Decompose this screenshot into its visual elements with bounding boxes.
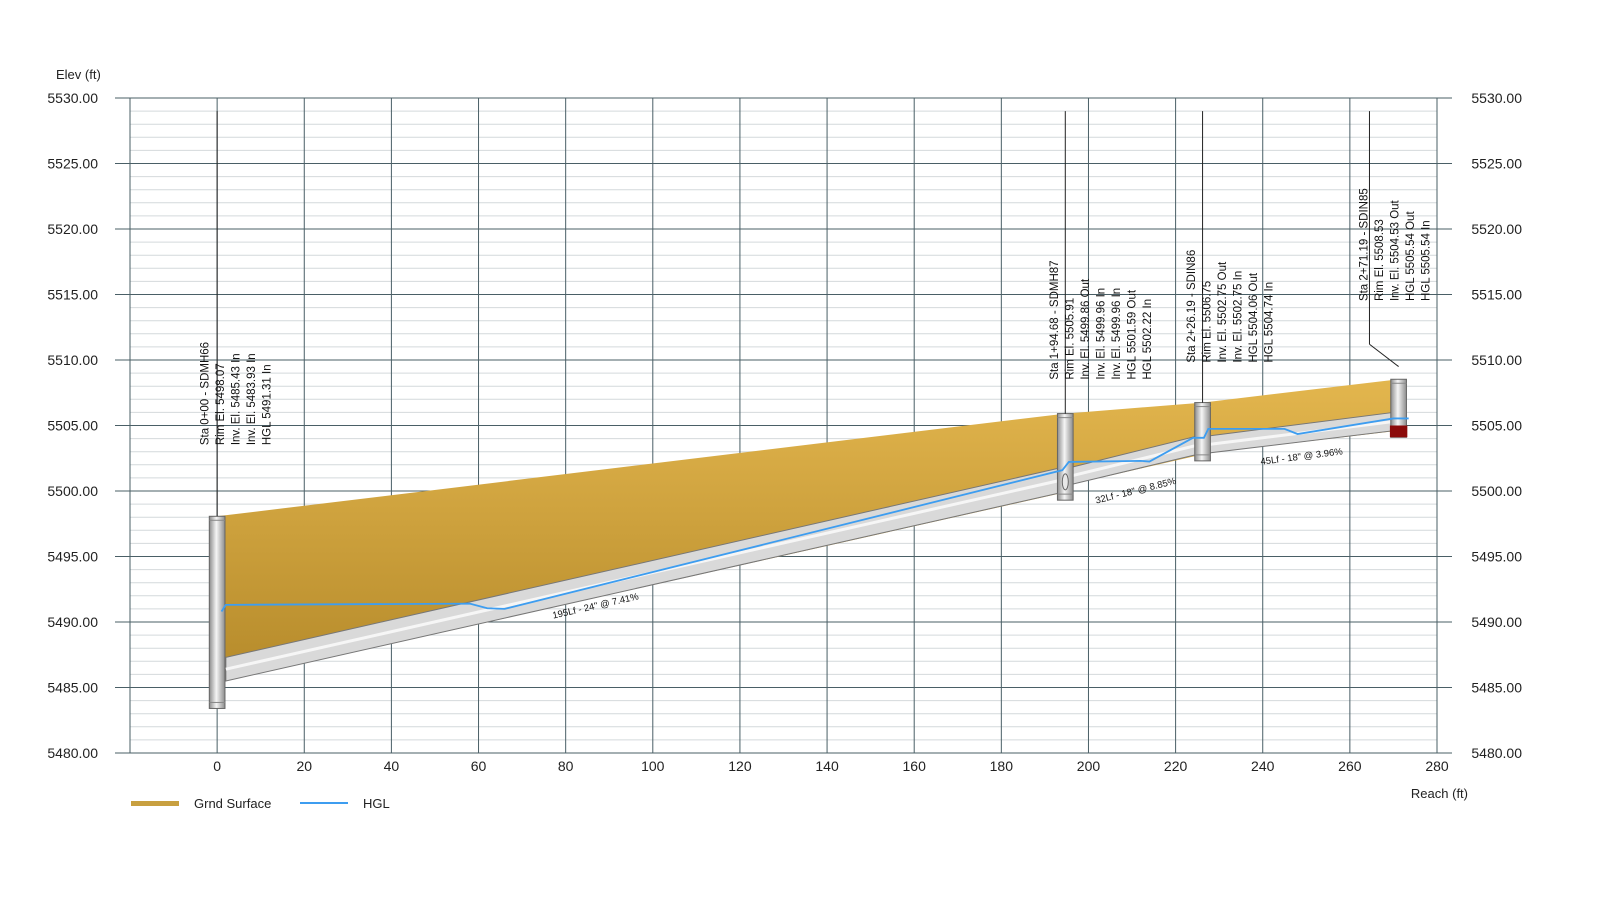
y-tick-left: 5490.00 <box>47 614 98 630</box>
x-tick: 120 <box>728 758 752 774</box>
y-tick-right: 5525.00 <box>1471 156 1522 172</box>
x-tick: 60 <box>471 758 487 774</box>
structure-label-line: Sta 2+26.19 - SDIN86 <box>1186 250 1198 363</box>
x-tick: 40 <box>384 758 400 774</box>
y-tick-left: 5500.00 <box>47 483 98 499</box>
x-tick: 140 <box>815 758 839 774</box>
legend-label-hgl: HGL <box>363 796 390 811</box>
structure-1 <box>208 515 226 709</box>
structure-label-line: Inv. El. 5499.96 In <box>1095 288 1107 380</box>
x-tick: 160 <box>903 758 927 774</box>
pipe-opening <box>1061 473 1069 491</box>
outlet-cap <box>1389 425 1408 438</box>
y-tick-right: 5500.00 <box>1471 483 1522 499</box>
legend-swatch-ground <box>131 801 179 806</box>
y-tick-left: 5520.00 <box>47 221 98 237</box>
structure-label-line: HGL 5504.06 Out <box>1248 272 1260 363</box>
y-axis-left-ticks: 5480.00 5485.00 5490.00 5495.00 5500.00 5505.… <box>47 90 98 761</box>
y-tick-right: 5510.00 <box>1471 352 1522 368</box>
structure-label-line: HGL 5491.31 In <box>261 364 273 445</box>
y-tick-right: 5515.00 <box>1471 287 1522 303</box>
y-axis-right-ticks: 5480.00 5485.00 5490.00 5495.00 5500.00 5505.… <box>1471 90 1522 761</box>
y-tick-right: 5530.00 <box>1471 90 1522 106</box>
y-tick-right: 5480.00 <box>1471 745 1522 761</box>
y-tick-right: 5485.00 <box>1471 680 1522 696</box>
legend-label-ground: Grnd Surface <box>194 796 271 811</box>
structure-label-line: Sta 1+94.68 - SDMH87 <box>1049 260 1061 379</box>
x-tick: 180 <box>990 758 1014 774</box>
structure-label-line: Inv. El. 5483.93 In <box>246 353 258 445</box>
structures <box>208 378 1408 709</box>
y-tick-left: 5515.00 <box>47 287 98 303</box>
structure-label-line: Inv. El. 5502.75 Out <box>1217 261 1229 363</box>
structure-label-line: Rim El. 5506.75 <box>1202 281 1214 363</box>
y-tick-left: 5495.00 <box>47 549 98 565</box>
structure-label-line: Inv. El. 5499.96 In <box>1111 288 1123 380</box>
structure-label-line: Sta 2+71.19 - SDIN85 <box>1358 188 1370 301</box>
structure-label-line: HGL 5502.22 In <box>1142 299 1154 380</box>
x-tick: 80 <box>558 758 574 774</box>
structure-label-line: Inv. El. 5504.53 Out <box>1389 199 1401 301</box>
structure-label-line: HGL 5505.54 In <box>1420 220 1432 301</box>
y-tick-right: 5490.00 <box>1471 614 1522 630</box>
structure-label-line: Rim El. 5498.07 <box>215 363 227 445</box>
hgl-line <box>220 417 1409 613</box>
y-tick-left: 5510.00 <box>47 352 98 368</box>
structure-label-line: Inv. El. 5502.75 In <box>1233 271 1245 363</box>
structure-labels: Sta 0+00 - SDMH66 Rim El. 5498.07 Inv. El.… <box>199 111 1432 517</box>
leader-line <box>1369 343 1399 367</box>
y-tick-left: 5525.00 <box>47 156 98 172</box>
structure-label-line: HGL 5504.74 In <box>1264 282 1276 363</box>
structure-label-line: HGL 5501.59 Out <box>1126 289 1138 380</box>
structure-label-line: Inv. El. 5485.43 In <box>230 353 242 445</box>
x-tick: 100 <box>641 758 665 774</box>
hgl-series <box>220 417 1409 613</box>
structure-label-line: Inv. El. 5499.86 Out <box>1080 278 1092 380</box>
y-tick-right: 5520.00 <box>1471 221 1522 237</box>
structure-3 <box>1194 402 1211 462</box>
x-tick: 20 <box>296 758 312 774</box>
x-tick: 220 <box>1164 758 1188 774</box>
y-tick-right: 5505.00 <box>1471 418 1522 434</box>
y-tick-left: 5480.00 <box>47 745 98 761</box>
x-tick: 240 <box>1251 758 1275 774</box>
x-tick: 200 <box>1077 758 1101 774</box>
structure-label-line: Rim El. 5508.53 <box>1374 219 1386 301</box>
x-tick: 280 <box>1425 758 1449 774</box>
structure-label-line: Rim El. 5505.91 <box>1064 298 1076 380</box>
x-axis-ticks: 0 20 40 60 80 100 120 140 160 180 200 220 240 260 280 <box>213 758 1449 774</box>
y-tick-left: 5505.00 <box>47 418 98 434</box>
structure-label-line: HGL 5505.54 Out <box>1405 211 1417 302</box>
y-tick-left: 5485.00 <box>47 680 98 696</box>
y-axis-label: Elev (ft) <box>56 67 101 82</box>
legend: Grnd Surface HGL <box>131 796 390 811</box>
x-tick: 260 <box>1338 758 1362 774</box>
x-tick: 0 <box>213 758 221 774</box>
y-tick-left: 5530.00 <box>47 90 98 106</box>
structure-label-line: Sta 0+00 - SDMH66 <box>199 342 211 445</box>
x-axis-label: Reach (ft) <box>1411 786 1468 801</box>
y-tick-right: 5495.00 <box>1471 549 1522 565</box>
